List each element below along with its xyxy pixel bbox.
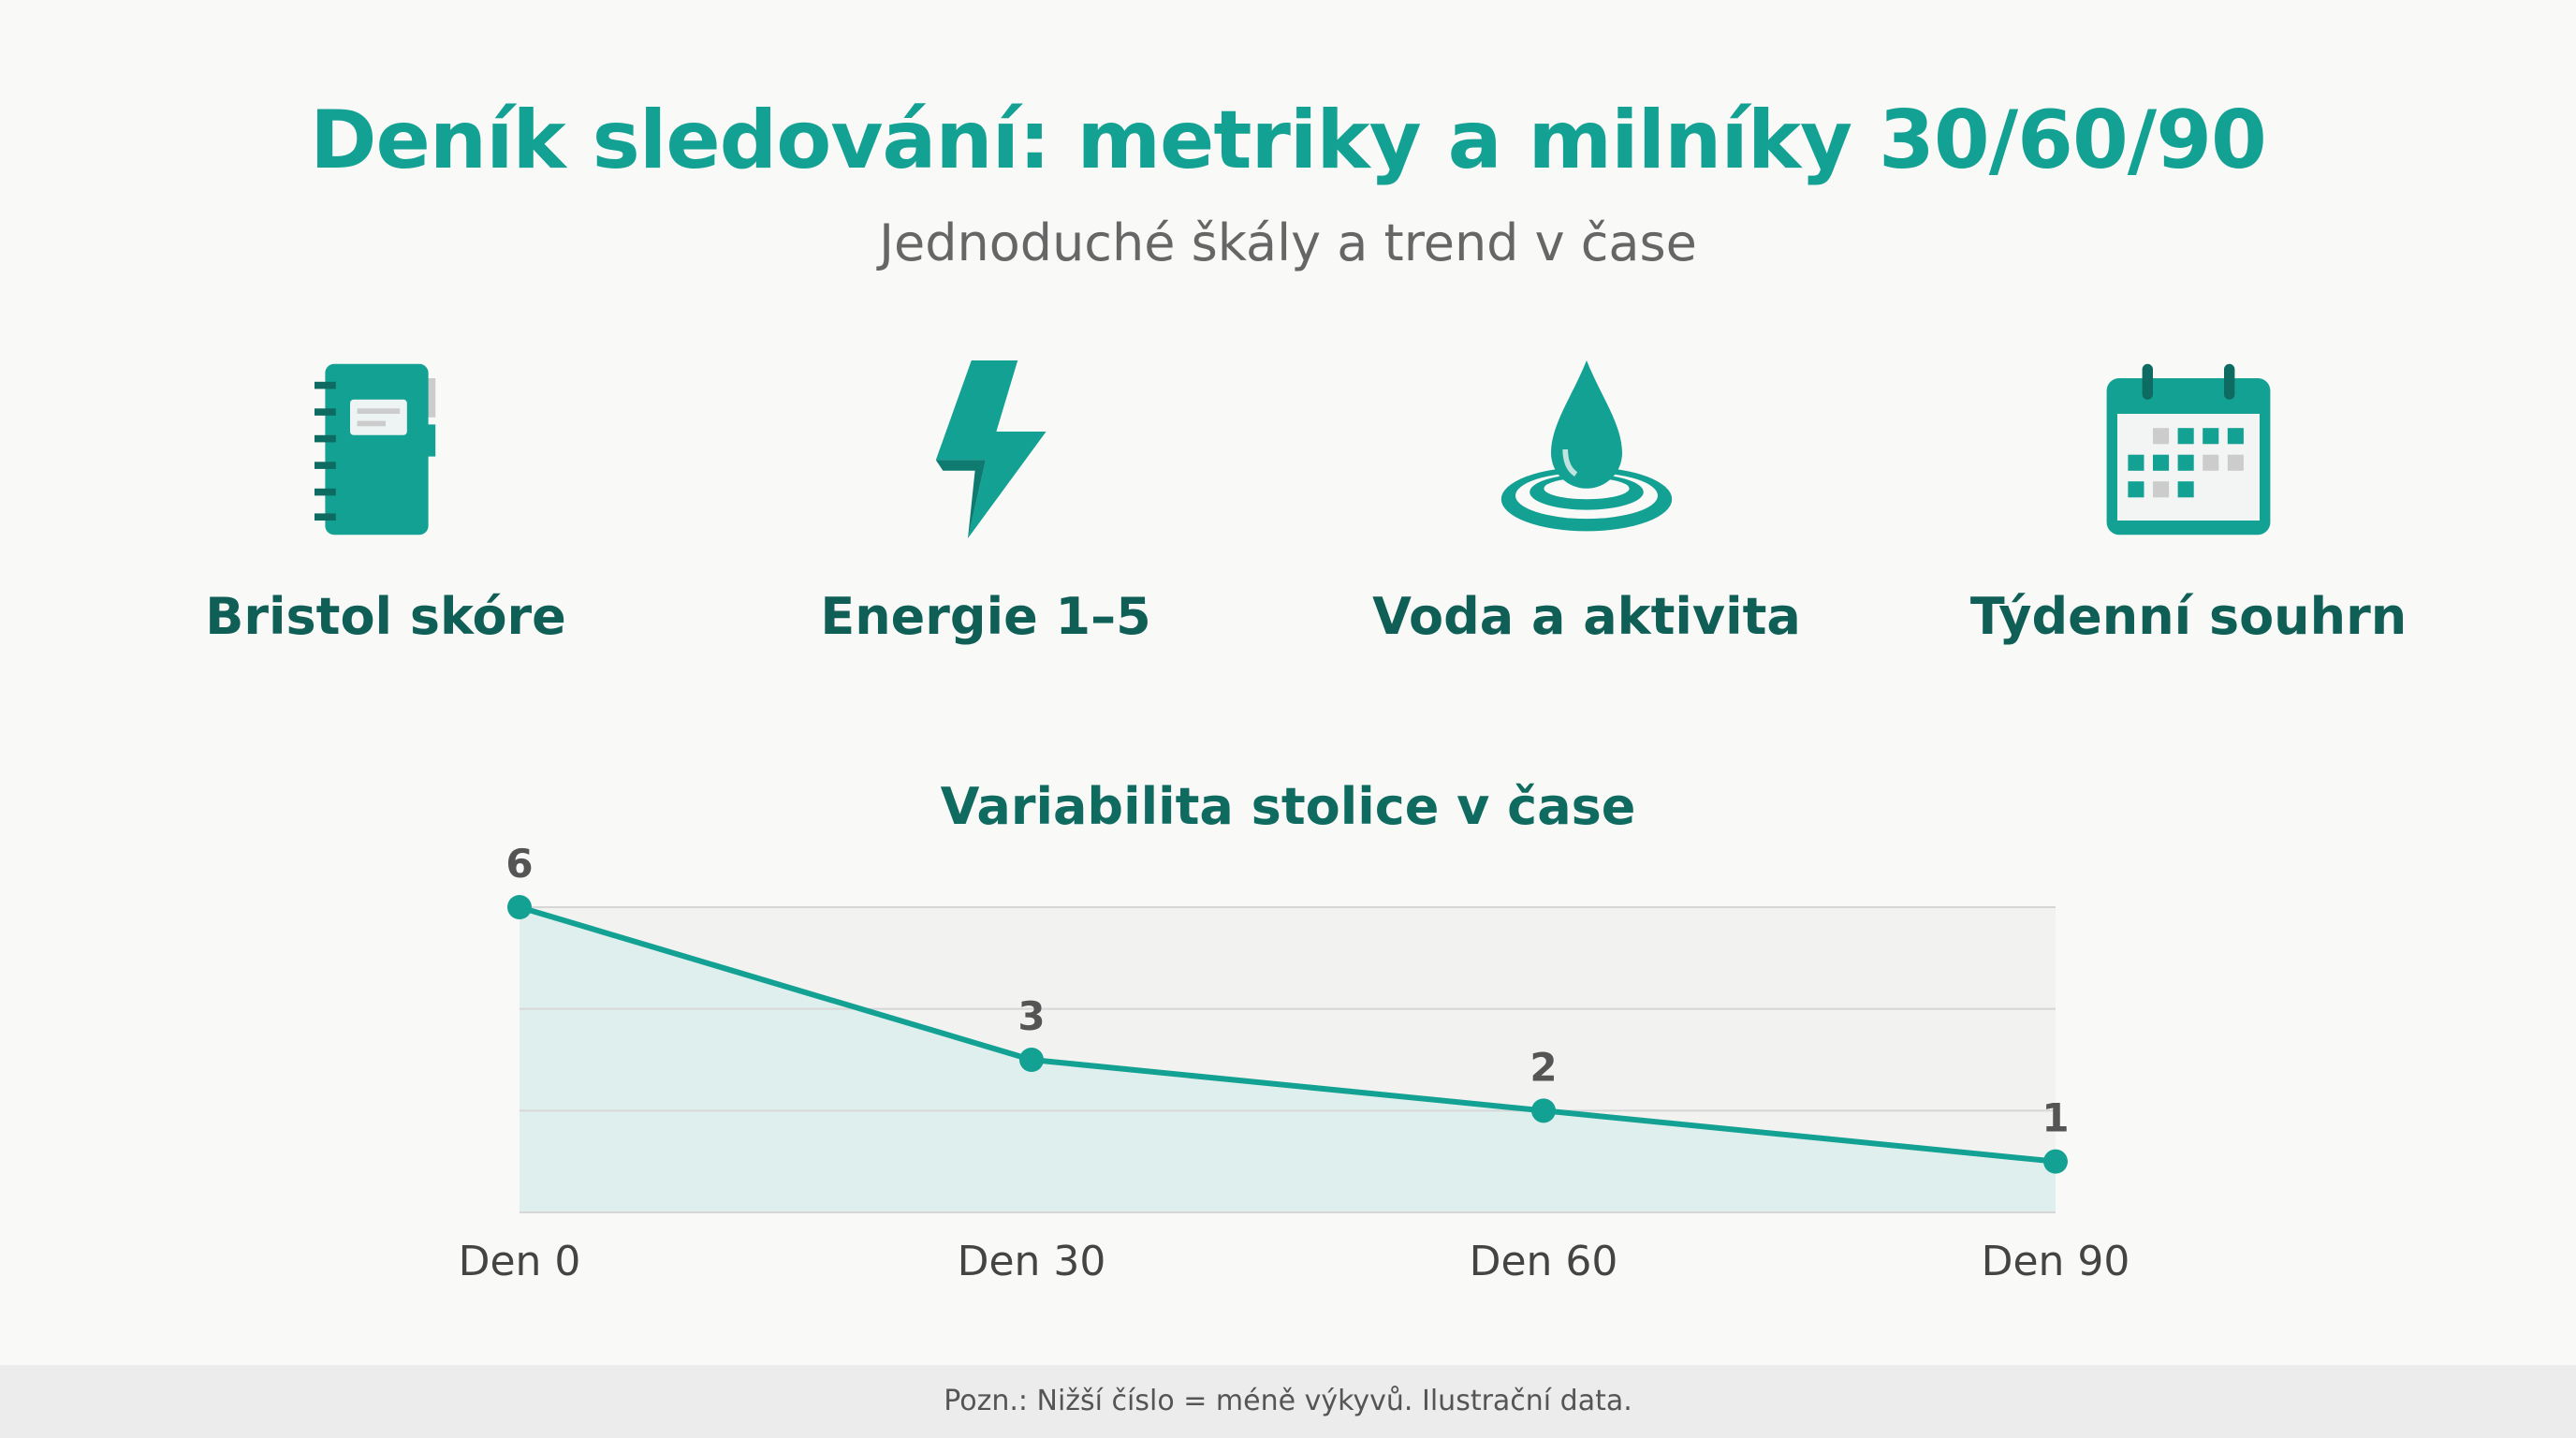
notebook-icon [315,363,436,536]
feature-label: Bristol skóre [205,587,566,646]
feature-energy: Energie 1–5 [686,360,1285,646]
feature-weekly: Týdenní souhrn [1889,360,2488,646]
water-drop-icon [1500,360,1673,532]
feature-label: Týdenní souhrn [1969,587,2408,646]
lightning-icon [935,360,1046,538]
x-tick-label: Den 30 [958,1238,1106,1285]
data-label: 2 [1530,1044,1557,1090]
area-fill [520,907,2056,1212]
data-label: 3 [1017,993,1045,1039]
footer-note: Pozn.: Nižší číslo = méně výkyvů. Ilustr… [0,1365,2576,1438]
data-point [1531,1098,1556,1123]
data-point [507,895,532,919]
data-label: 6 [505,841,533,887]
x-tick-label: Den 0 [459,1238,581,1285]
x-tick-label: Den 90 [1982,1238,2130,1285]
x-tick-label: Den 60 [1470,1238,1618,1285]
series-line [519,904,2056,1165]
page-subtitle: Jednoduché škály a trend v čase [879,213,1697,272]
data-point [2043,1149,2068,1174]
calendar-icon [2106,363,2271,536]
data-point [1019,1048,1044,1072]
chart-title: Variabilita stolice v čase [940,777,1636,836]
feature-water: Voda a aktivita [1287,360,1886,646]
feature-label: Energie 1–5 [820,587,1151,646]
page-title: Deník sledování: metriky a milníky 30/60… [310,94,2267,187]
feature-label: Voda a aktivita [1372,587,1801,646]
line-chart: 6 Den 0 3 Den 30 2 Den 60 1 Den 90 [459,841,2130,1285]
feature-bristol: Bristol skóre [86,360,685,646]
data-label: 1 [2042,1095,2069,1141]
